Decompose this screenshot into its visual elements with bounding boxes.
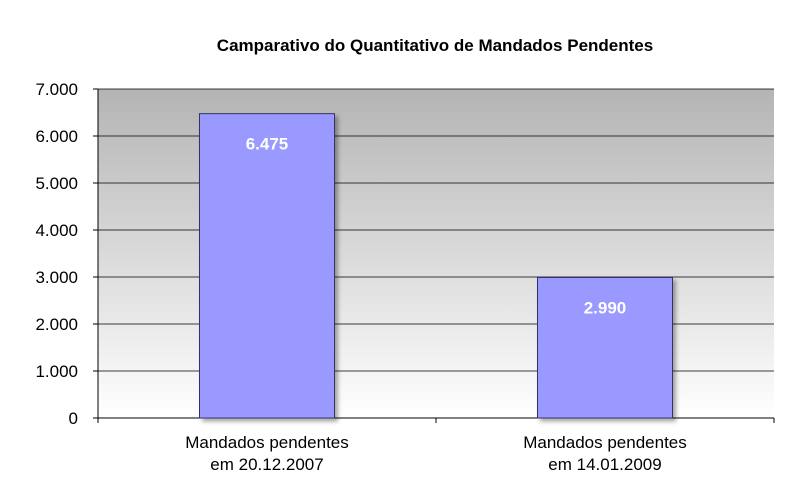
x-category-label: Mandados pendentes	[523, 433, 687, 452]
bar	[199, 113, 335, 419]
x-category-label: Mandados pendentes	[185, 433, 349, 452]
x-category-label: em 14.01.2009	[548, 455, 661, 474]
bar	[537, 276, 673, 419]
y-tick-label: 0	[69, 409, 78, 428]
y-tick-label: 1.000	[35, 362, 78, 381]
bar-value-label: 2.990	[584, 298, 627, 317]
bar-value-label: 6.475	[246, 135, 289, 154]
y-tick-label: 3.000	[35, 268, 78, 287]
x-category-label: em 20.12.2007	[210, 455, 323, 474]
chart-title: Camparativo do Quantitativo de Mandados …	[216, 36, 654, 55]
y-tick-label: 7.000	[35, 80, 78, 99]
y-tick-label: 2.000	[35, 315, 78, 334]
y-tick-label: 6.000	[35, 127, 78, 146]
y-tick-label: 5.000	[35, 174, 78, 193]
y-tick-label: 4.000	[35, 221, 78, 240]
